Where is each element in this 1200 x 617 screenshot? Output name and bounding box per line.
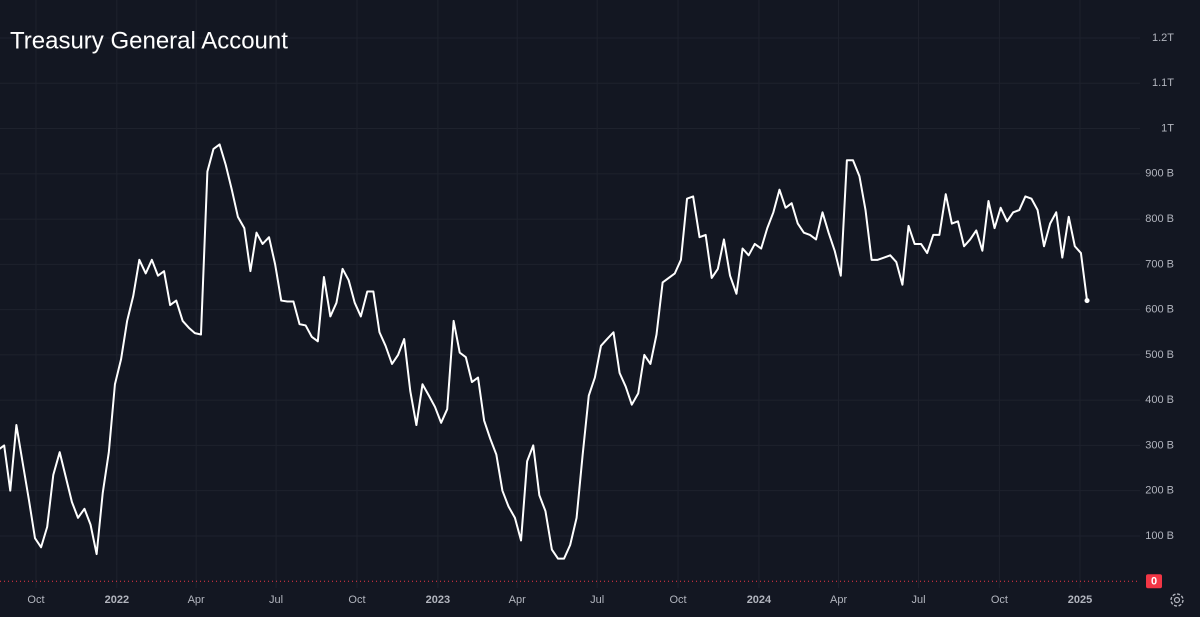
y-tick-label: 600 B	[1145, 304, 1174, 316]
y-tick-label: 1.1T	[1152, 77, 1174, 89]
y-tick-label: 400 B	[1145, 394, 1174, 406]
x-tick-label: 2022	[105, 594, 129, 606]
x-tick-label: 2025	[1068, 594, 1092, 606]
x-tick-label: Oct	[669, 594, 686, 606]
chart-title: Treasury General Account	[10, 27, 288, 54]
last-point	[1084, 298, 1090, 304]
x-tick-label: 2023	[426, 594, 450, 606]
y-tick-label: 100 B	[1145, 530, 1174, 542]
x-tick-label: Jul	[911, 594, 925, 606]
y-tick-label: 500 B	[1145, 349, 1174, 361]
x-tick-label: Oct	[27, 594, 44, 606]
x-tick-label: Apr	[509, 594, 526, 606]
settings-icon[interactable]	[1170, 593, 1184, 607]
x-tick-label: Apr	[188, 594, 205, 606]
y-tick-label: 1.2T	[1152, 32, 1174, 44]
grid	[0, 0, 1140, 588]
y-tick-label: 900 B	[1145, 168, 1174, 180]
x-tick-label: Apr	[830, 594, 847, 606]
y-tick-label: 200 B	[1145, 485, 1174, 497]
data-line	[0, 143, 1089, 560]
x-tick-label: 2024	[747, 594, 772, 606]
x-tick-label: Oct	[348, 594, 365, 606]
reference-label: 0	[1151, 576, 1157, 588]
x-tick-label: Jul	[590, 594, 604, 606]
y-tick-label: 300 B	[1145, 439, 1174, 451]
x-tick-label: Oct	[991, 594, 1008, 606]
y-tick-label: 700 B	[1145, 258, 1174, 270]
plot	[0, 143, 1140, 582]
reference-badge	[1146, 574, 1162, 589]
y-tick-label: 800 B	[1145, 213, 1174, 225]
y-tick-label: 1T	[1161, 122, 1174, 134]
axes: 100 B 200 B 300 B 400 B 500 B 600 B 700 B 800 B…	[27, 32, 1174, 606]
x-tick-label: Jul	[269, 594, 283, 606]
